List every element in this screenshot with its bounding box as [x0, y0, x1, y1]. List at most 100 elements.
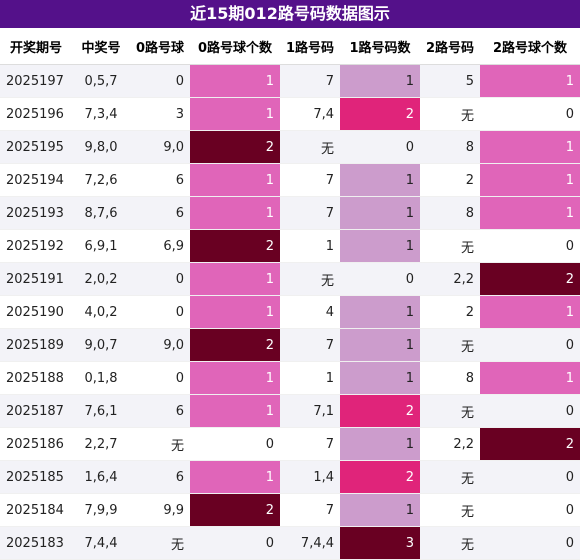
- cell-numbers: 0,1,8: [72, 361, 130, 395]
- cell-route2-count: 1: [480, 130, 580, 164]
- cell-route1: 1,4: [280, 460, 340, 494]
- cell-route2: 无: [420, 97, 480, 131]
- cell-period: 2025185: [0, 460, 72, 494]
- cell-route2: 8: [420, 130, 480, 164]
- cell-route2-count: 0: [480, 394, 580, 428]
- cell-route0: 9,9: [130, 493, 190, 527]
- cell-route1: 7: [280, 427, 340, 461]
- cell-route2-count: 0: [480, 97, 580, 131]
- cell-route2-count: 1: [480, 163, 580, 197]
- header-row: 开奖期号 中奖号 0路号球 0路号球个数 1路号码 1路号码数 2路号码 2路号…: [0, 28, 580, 65]
- cell-route1-count: 1: [340, 493, 420, 527]
- cell-route1: 4: [280, 295, 340, 329]
- table-row: 2025188 0,1,8 0 1 1 1 8 1: [0, 361, 580, 395]
- cell-period: 2025190: [0, 295, 72, 329]
- cell-route0-count: 1: [190, 394, 280, 428]
- cell-route1: 7: [280, 64, 340, 98]
- cell-route0: 6: [130, 460, 190, 494]
- cell-period: 2025194: [0, 163, 72, 197]
- cell-period: 2025193: [0, 196, 72, 230]
- cell-route1-count: 1: [340, 295, 420, 329]
- cell-route0: 9,0: [130, 130, 190, 164]
- cell-route1-count: 0: [340, 130, 420, 164]
- cell-route1-count: 3: [340, 526, 420, 560]
- cell-route2-count: 0: [480, 460, 580, 494]
- cell-numbers: 8,7,6: [72, 196, 130, 230]
- cell-numbers: 7,4,4: [72, 526, 130, 560]
- cell-route1-count: 1: [340, 361, 420, 395]
- cell-numbers: 0,5,7: [72, 64, 130, 98]
- cell-route0-count: 0: [190, 427, 280, 461]
- cell-route2-count: 1: [480, 196, 580, 230]
- col-header-route0: 0路号球: [130, 28, 190, 65]
- cell-route1: 无: [280, 130, 340, 164]
- cell-period: 2025187: [0, 394, 72, 428]
- cell-route2-count: 2: [480, 427, 580, 461]
- cell-route0: 无: [130, 427, 190, 461]
- cell-route0: 0: [130, 262, 190, 296]
- table-row: 2025193 8,7,6 6 1 7 1 8 1: [0, 196, 580, 230]
- cell-route2: 无: [420, 229, 480, 263]
- cell-route0-count: 2: [190, 493, 280, 527]
- cell-route1-count: 2: [340, 394, 420, 428]
- cell-route0-count: 2: [190, 229, 280, 263]
- table-row: 2025185 1,6,4 6 1 1,4 2 无 0: [0, 460, 580, 494]
- cell-period: 2025184: [0, 493, 72, 527]
- cell-route2: 无: [420, 394, 480, 428]
- table-row: 2025187 7,6,1 6 1 7,1 2 无 0: [0, 394, 580, 428]
- cell-route0-count: 1: [190, 460, 280, 494]
- cell-route0-count: 1: [190, 64, 280, 98]
- cell-numbers: 2,0,2: [72, 262, 130, 296]
- table-row: 2025190 4,0,2 0 1 4 1 2 1: [0, 295, 580, 329]
- cell-numbers: 4,0,2: [72, 295, 130, 329]
- table-row: 2025184 7,9,9 9,9 2 7 1 无 0: [0, 493, 580, 527]
- cell-route2: 8: [420, 361, 480, 395]
- cell-route2: 无: [420, 526, 480, 560]
- cell-route1: 1: [280, 361, 340, 395]
- cell-numbers: 7,3,4: [72, 97, 130, 131]
- cell-period: 2025192: [0, 229, 72, 263]
- cell-numbers: 7,2,6: [72, 163, 130, 197]
- cell-route2-count: 0: [480, 229, 580, 263]
- cell-route0: 0: [130, 64, 190, 98]
- cell-route2: 无: [420, 328, 480, 362]
- cell-numbers: 9,0,7: [72, 328, 130, 362]
- col-header-route2-count: 2路号球个数: [480, 28, 580, 65]
- col-header-route1-count: 1路号码数: [340, 28, 420, 65]
- cell-route2: 8: [420, 196, 480, 230]
- data-table: 开奖期号 中奖号 0路号球 0路号球个数 1路号码 1路号码数 2路号码 2路号…: [0, 28, 580, 560]
- cell-period: 2025195: [0, 130, 72, 164]
- cell-route2: 2: [420, 295, 480, 329]
- table-row: 2025189 9,0,7 9,0 2 7 1 无 0: [0, 328, 580, 362]
- cell-route0: 6: [130, 394, 190, 428]
- cell-route2: 无: [420, 460, 480, 494]
- cell-route1: 7,1: [280, 394, 340, 428]
- cell-route2-count: 0: [480, 328, 580, 362]
- cell-route2-count: 1: [480, 361, 580, 395]
- cell-route2: 2: [420, 163, 480, 197]
- col-header-period: 开奖期号: [0, 28, 72, 65]
- cell-route1-count: 1: [340, 163, 420, 197]
- cell-route0-count: 1: [190, 295, 280, 329]
- col-header-route0-count: 0路号球个数: [190, 28, 280, 65]
- cell-period: 2025197: [0, 64, 72, 98]
- cell-numbers: 7,9,9: [72, 493, 130, 527]
- cell-route0: 6,9: [130, 229, 190, 263]
- cell-numbers: 9,8,0: [72, 130, 130, 164]
- cell-route2-count: 1: [480, 295, 580, 329]
- cell-route1-count: 1: [340, 427, 420, 461]
- cell-route2-count: 0: [480, 526, 580, 560]
- cell-route2-count: 1: [480, 64, 580, 98]
- cell-route1: 7: [280, 328, 340, 362]
- cell-route1: 7: [280, 163, 340, 197]
- cell-route1: 1: [280, 229, 340, 263]
- col-header-numbers: 中奖号: [72, 28, 130, 65]
- cell-route0: 6: [130, 196, 190, 230]
- cell-route0-count: 2: [190, 130, 280, 164]
- cell-route2: 5: [420, 64, 480, 98]
- cell-route0-count: 1: [190, 97, 280, 131]
- table-row: 2025191 2,0,2 0 1 无 0 2,2 2: [0, 262, 580, 296]
- cell-route1: 7: [280, 493, 340, 527]
- cell-route0-count: 1: [190, 262, 280, 296]
